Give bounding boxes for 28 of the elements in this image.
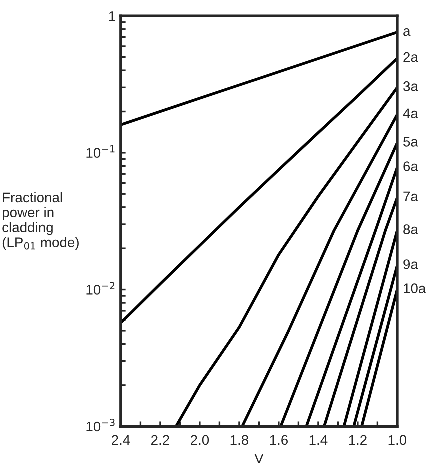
- x-tick-label: 2.4: [112, 435, 130, 445]
- series-label: 9a: [404, 260, 418, 270]
- series-label: 10a: [404, 284, 426, 294]
- series-label: 7a: [404, 192, 418, 202]
- line-series: [120, 57, 398, 325]
- line-series: [120, 31, 398, 126]
- series-label: 3a: [404, 82, 418, 92]
- line-series: [241, 113, 398, 427]
- x-tick-label: 2.0: [191, 435, 210, 446]
- x-tick-label: 1.8: [230, 435, 248, 446]
- series-label: 6a: [404, 162, 418, 172]
- x-tick-label: 2.2: [152, 435, 170, 445]
- series-label: 2a: [404, 52, 418, 62]
- series-label: 4a: [403, 108, 418, 119]
- y-tick-label: 10$^{−1}$: [86, 145, 115, 158]
- y-axis-title: Fractional power in cladding (LP$_{01}$ mode): [2, 192, 79, 250]
- y-tick-label: 1: [109, 12, 116, 22]
- y-tick-label: 10$^{−2}$: [86, 282, 115, 295]
- x-axis-title: V: [254, 454, 264, 464]
- x-tick-label: 1.0: [388, 435, 407, 446]
- series-label: 8a: [404, 224, 418, 234]
- series-label: 5a: [404, 137, 418, 147]
- line-series: [174, 86, 398, 427]
- series-label: a: [404, 28, 411, 36]
- x-tick-label: 1.2: [349, 435, 367, 445]
- x-tick-label: 1.6: [270, 435, 288, 446]
- x-tick-label: 1.4: [310, 435, 328, 445]
- y-tick-label: 10$^{−3}$: [86, 418, 115, 432]
